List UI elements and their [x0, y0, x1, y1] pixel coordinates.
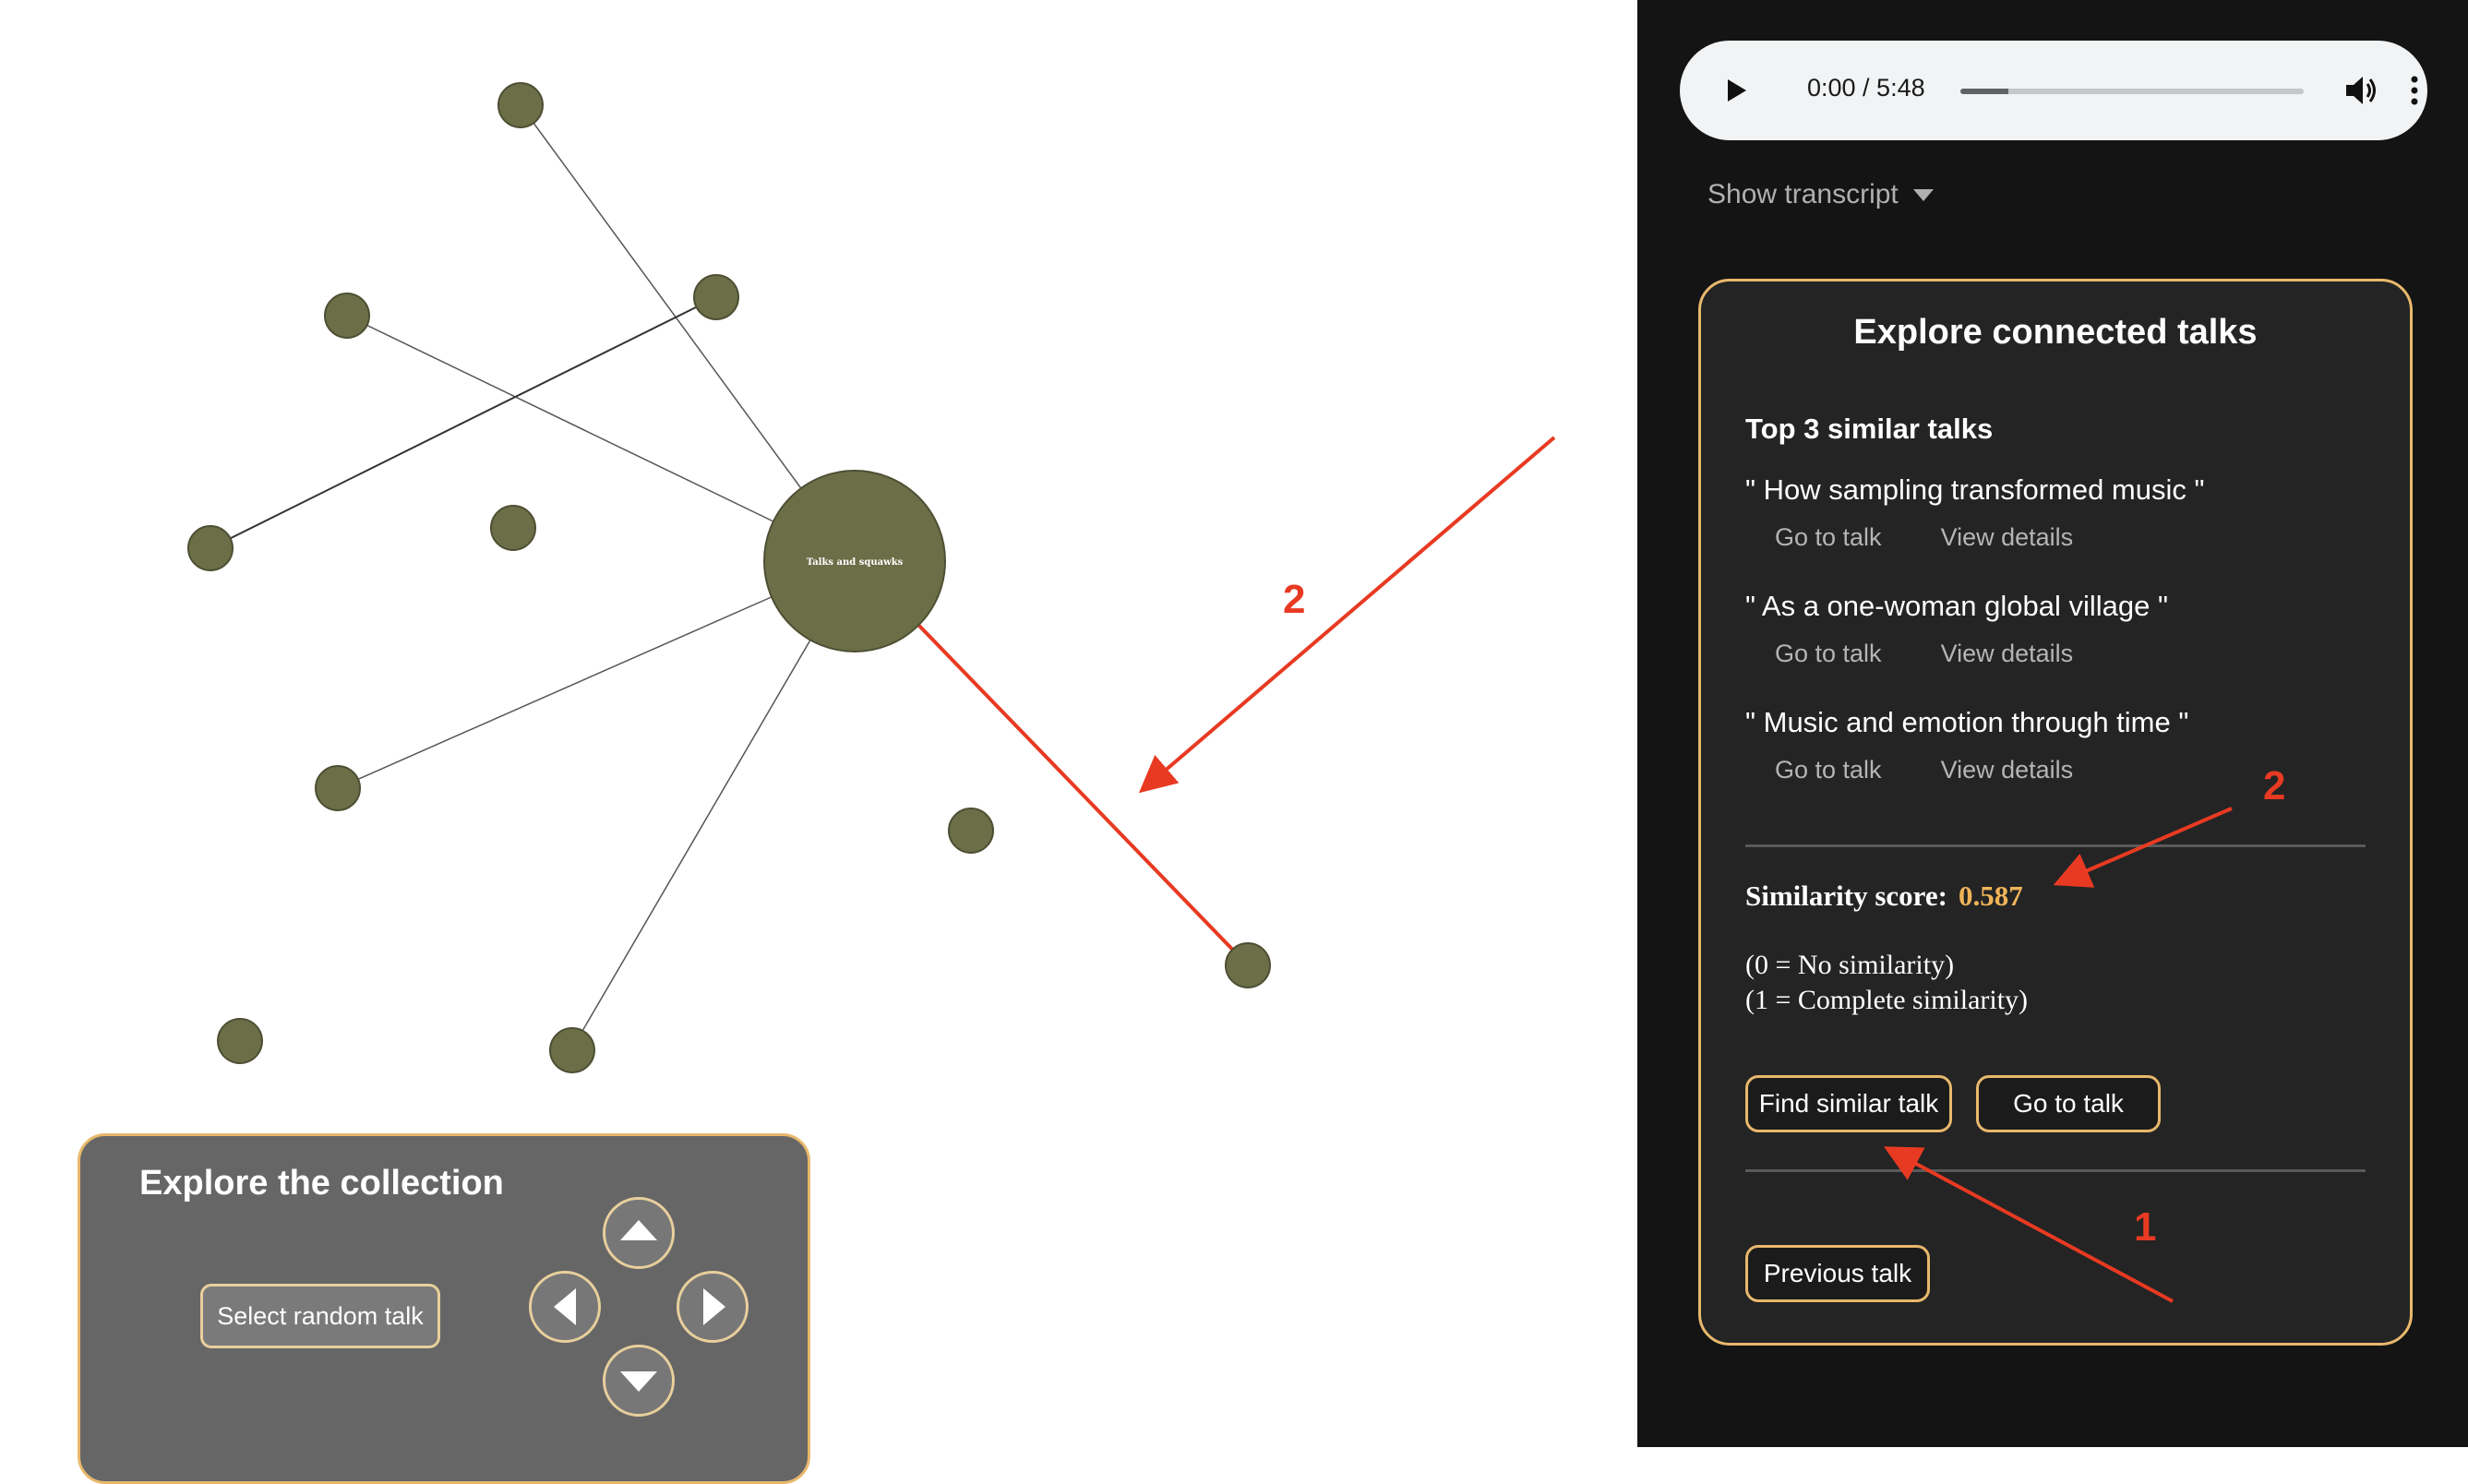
similar-talk-title: " Music and emotion through time "	[1745, 706, 2189, 738]
connected-talks-panel: Explore connected talks Top 3 similar ta…	[1698, 279, 2413, 1346]
explore-collection-panel: Explore the collection Select random tal…	[78, 1133, 810, 1484]
similar-talk-title: " As a one-woman global village "	[1745, 590, 2168, 622]
similarity-score-label: Similarity score:	[1745, 880, 1947, 912]
similarity-legend: (0 = No similarity) (1 = Complete simila…	[1745, 948, 2028, 1018]
playback-progress-bar[interactable]	[1960, 89, 2304, 94]
similar-talk-go-link[interactable]: Go to talk	[1775, 756, 1882, 784]
graph-nodes[interactable]	[187, 82, 1271, 1073]
arrow-left-icon	[554, 1288, 576, 1325]
similar-talk-item: " Music and emotion through time " Go to…	[1745, 706, 2373, 784]
navigate-left-button[interactable]	[529, 1271, 601, 1343]
graph-node[interactable]	[315, 765, 361, 811]
graph-edge	[571, 636, 813, 1049]
arrow-right-icon	[703, 1288, 725, 1325]
audio-player[interactable]: 0:00 / 5:48	[1680, 41, 2427, 140]
find-similar-talk-button[interactable]: Find similar talk	[1745, 1075, 1952, 1132]
graph-node[interactable]	[490, 505, 536, 551]
graph-node[interactable]	[187, 525, 234, 571]
select-random-talk-button[interactable]: Select random talk	[200, 1284, 440, 1348]
playback-time: 0:00 / 5:48	[1807, 74, 1925, 102]
navigate-right-button[interactable]	[677, 1271, 749, 1343]
talk-network-graph: Talks and squawks	[187, 82, 1271, 1073]
highlighted-edge	[916, 622, 1250, 967]
playback-progress-fill	[1960, 89, 2009, 94]
navigate-up-button[interactable]	[603, 1197, 675, 1269]
graph-edge	[520, 104, 804, 492]
similarity-score: Similarity score: 0.587	[1745, 880, 2023, 913]
graph-edge	[210, 296, 717, 549]
similarity-score-value: 0.587	[1958, 880, 2023, 912]
graph-node[interactable]	[693, 274, 739, 320]
similarity-legend-line: (1 = Complete similarity)	[1745, 985, 2029, 1015]
similarity-legend-line: (0 = No similarity)	[1745, 950, 1955, 980]
similar-talk-go-link[interactable]: Go to talk	[1775, 523, 1882, 551]
connected-talks-title: Explore connected talks	[1853, 313, 2258, 352]
graph-node[interactable]	[1225, 942, 1271, 988]
graph-edges	[210, 104, 813, 1049]
similar-talk-title: " How sampling transformed music "	[1745, 473, 2205, 506]
similar-talk-details-link[interactable]: View details	[1940, 523, 2074, 551]
graph-edge	[346, 315, 776, 523]
arrow-down-icon	[620, 1371, 657, 1392]
graph-center-label: Talks and squawks	[807, 557, 904, 568]
collection-title: Explore the collection	[139, 1164, 504, 1203]
graph-node[interactable]	[549, 1027, 595, 1073]
show-transcript-toggle[interactable]: Show transcript	[1707, 179, 1934, 210]
previous-talk-button[interactable]: Previous talk	[1745, 1245, 1930, 1302]
similar-talk-item: " As a one-woman global village " Go to …	[1745, 590, 2373, 668]
show-transcript-label: Show transcript	[1707, 179, 1899, 209]
arrow-up-icon	[620, 1220, 657, 1240]
section-divider	[1745, 1169, 2366, 1172]
graph-node[interactable]	[324, 293, 370, 339]
graph-center-node[interactable]	[763, 470, 946, 652]
caret-down-icon	[1912, 188, 1934, 201]
graph-edge	[337, 595, 774, 789]
play-icon[interactable]	[1717, 72, 1754, 109]
volume-icon[interactable]	[2342, 72, 2379, 109]
similar-talk-go-link[interactable]: Go to talk	[1775, 640, 1882, 667]
similar-talks-heading: Top 3 similar talks	[1745, 413, 1994, 445]
graph-node[interactable]	[497, 82, 544, 128]
section-divider	[1745, 844, 2366, 847]
graph-node[interactable]	[217, 1018, 263, 1064]
go-to-talk-button[interactable]: Go to talk	[1976, 1075, 2161, 1132]
more-options-icon[interactable]	[2405, 72, 2424, 109]
navigate-down-button[interactable]	[603, 1345, 675, 1417]
similar-talk-details-link[interactable]: View details	[1940, 640, 2074, 667]
graph-node[interactable]	[948, 808, 994, 854]
talk-sidebar: 0:00 / 5:48 Show transcript Explore conn…	[1637, 0, 2468, 1447]
similar-talk-details-link[interactable]: View details	[1940, 756, 2074, 784]
similar-talk-item: " How sampling transformed music " Go to…	[1745, 473, 2373, 552]
